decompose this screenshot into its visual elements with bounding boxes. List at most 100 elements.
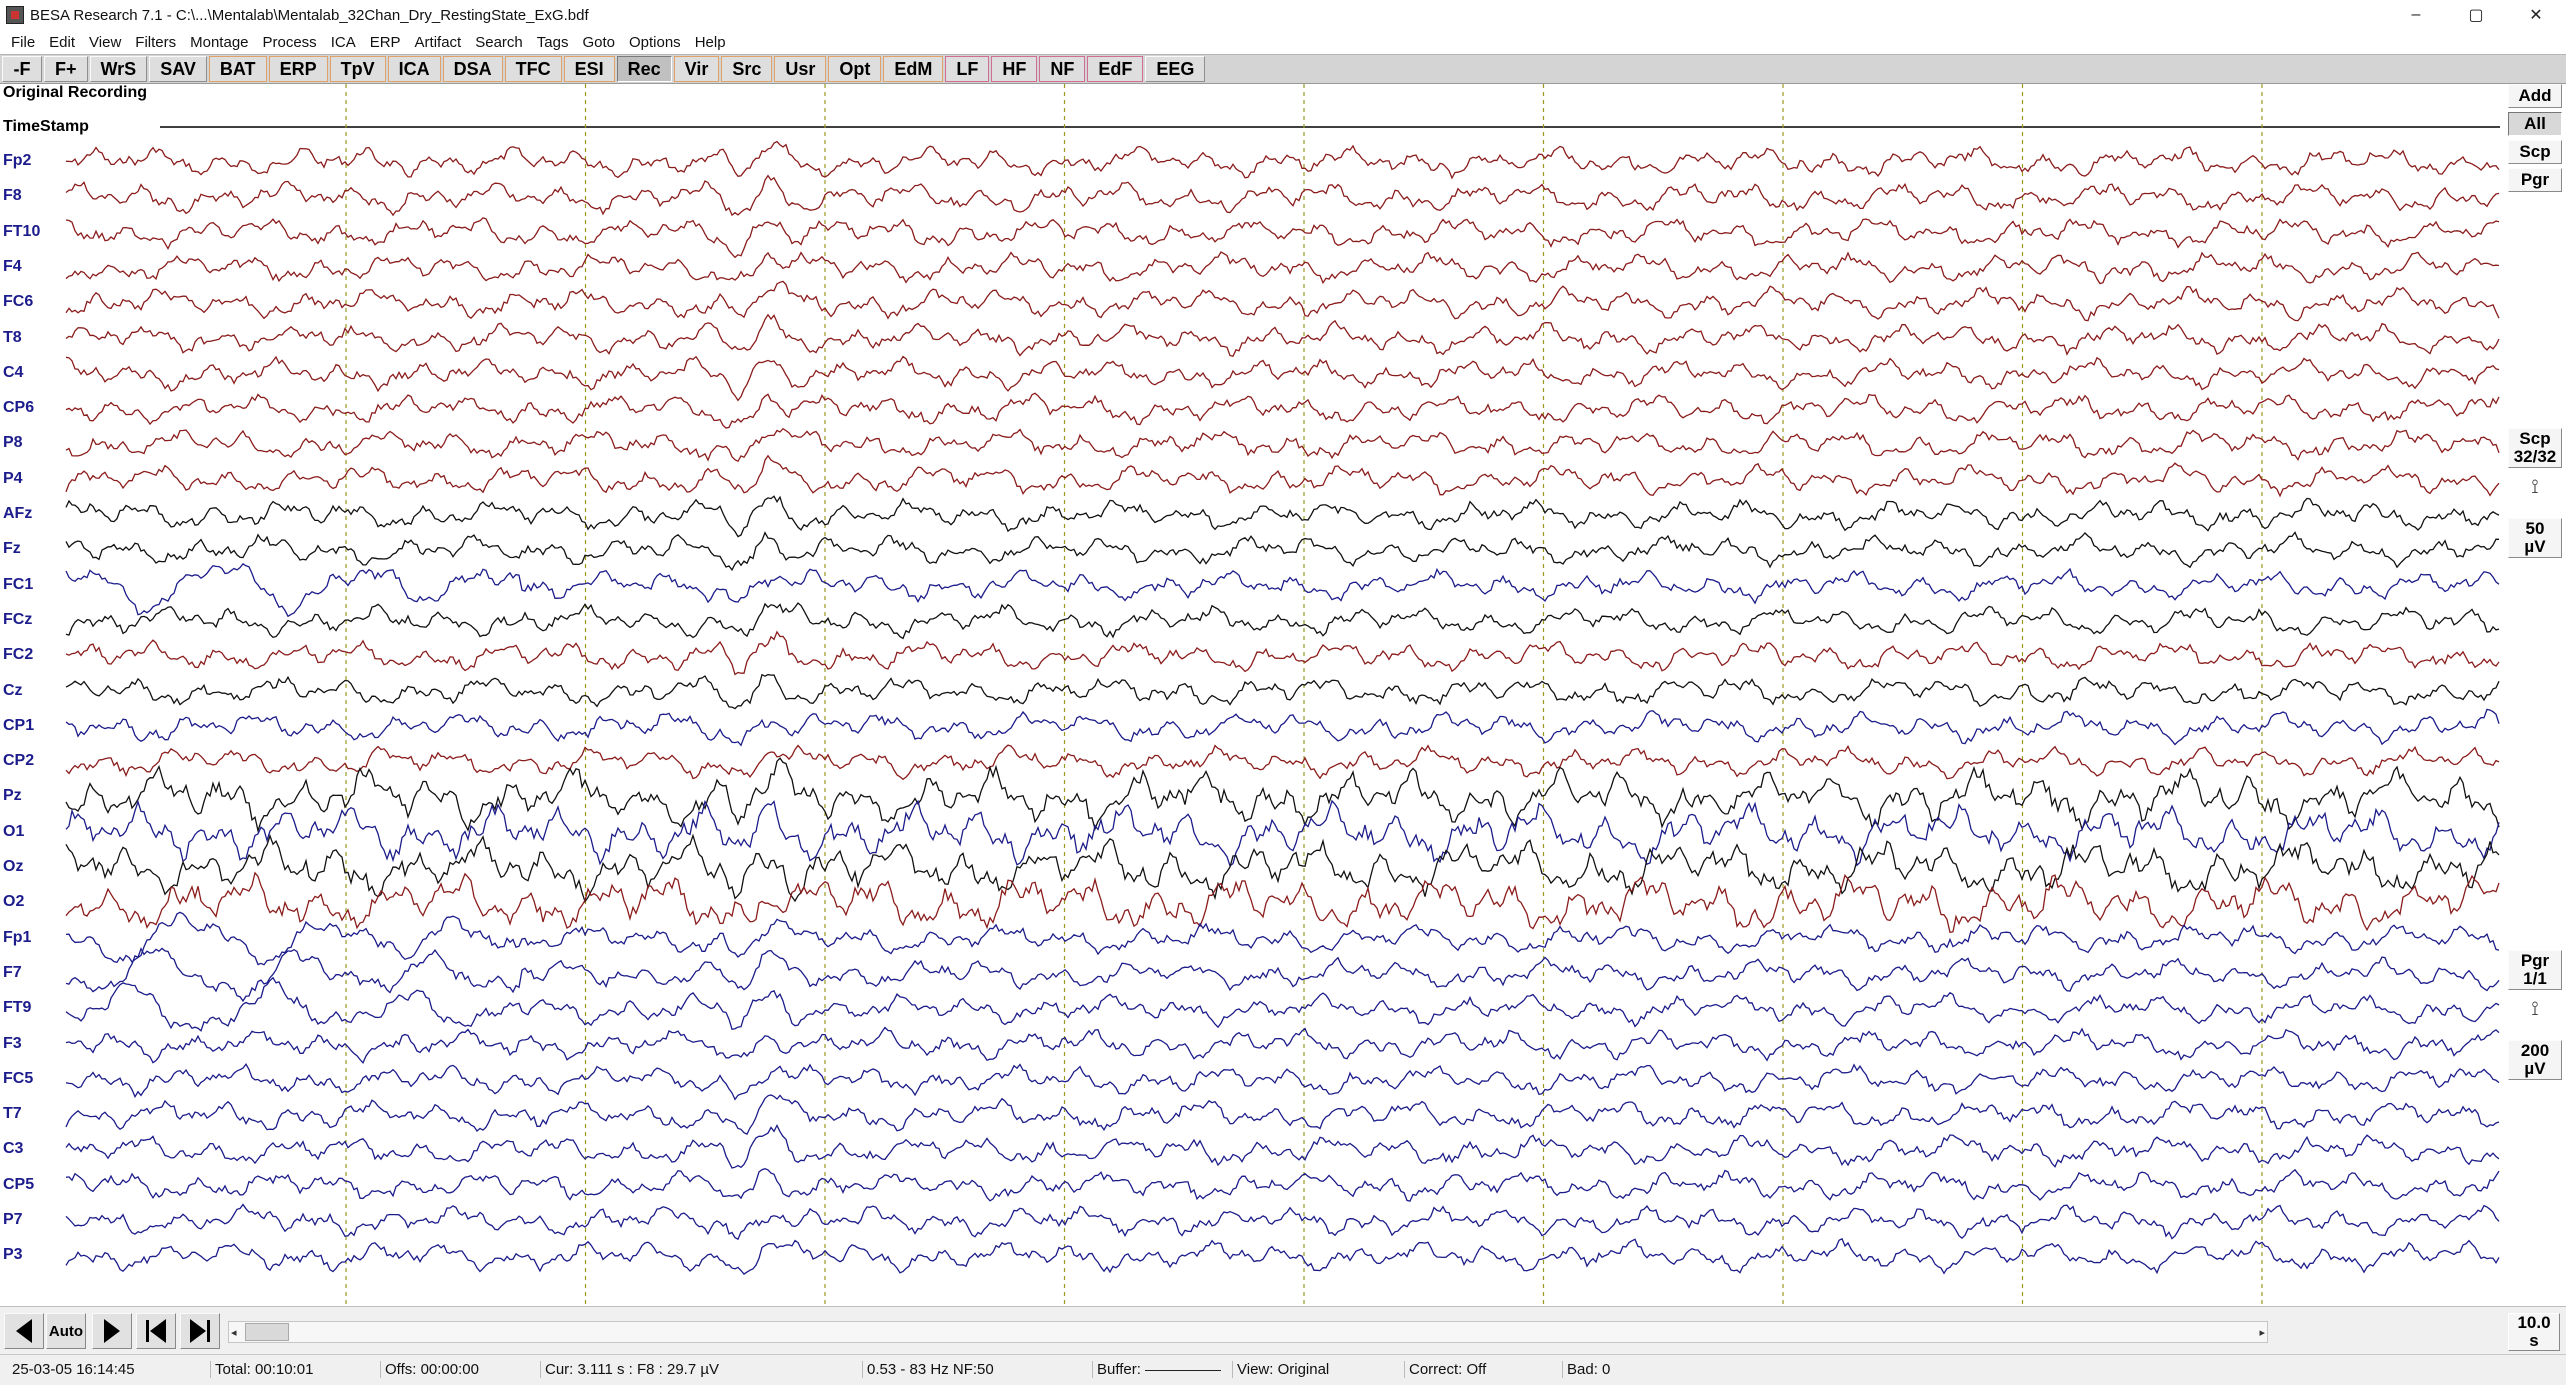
menu-montage[interactable]: Montage xyxy=(190,33,249,51)
channel-label-fp2[interactable]: Fp2 xyxy=(3,152,32,169)
channel-label-p7[interactable]: P7 xyxy=(3,1211,23,1228)
toolbar-edf-button[interactable]: EdF xyxy=(1087,56,1144,82)
minimize-button[interactable]: – xyxy=(2411,6,2421,23)
scroll-right-icon[interactable]: ▸ xyxy=(2259,1327,2265,1339)
toolbar-wrs-button[interactable]: WrS xyxy=(89,56,148,82)
eeg-trace-cp5 xyxy=(65,1168,2500,1202)
channel-label-f7[interactable]: F7 xyxy=(3,963,22,981)
menu-tags[interactable]: Tags xyxy=(536,33,569,51)
menu-help[interactable]: Help xyxy=(694,33,726,51)
navigation-bar: Auto ◂ ▸ 10.0 s xyxy=(0,1306,2566,1354)
pgr-button[interactable]: Pgr xyxy=(2508,168,2562,192)
close-button[interactable]: ✕ xyxy=(2529,7,2543,24)
channel-label-cz[interactable]: Cz xyxy=(3,681,23,699)
add-button[interactable]: Add xyxy=(2508,84,2562,108)
toolbar-opt-button[interactable]: Opt xyxy=(828,56,882,82)
channel-label-pz[interactable]: Pz xyxy=(3,787,22,805)
channel-label-cp5[interactable]: CP5 xyxy=(3,1175,35,1193)
auto-button[interactable]: Auto xyxy=(46,1313,86,1349)
step-bar-icon xyxy=(207,1320,210,1342)
channel-label-c4[interactable]: C4 xyxy=(3,363,24,381)
eeg-trace-fp1 xyxy=(65,911,2500,966)
eeg-trace-fc5 xyxy=(65,1063,2500,1101)
toolbar-erp-button[interactable]: ERP xyxy=(268,56,328,82)
toolbar-ica-button[interactable]: ICA xyxy=(387,56,441,82)
channel-label-f4[interactable]: F4 xyxy=(3,257,22,275)
step-back-button[interactable] xyxy=(136,1313,176,1349)
channel-label-f3[interactable]: F3 xyxy=(3,1034,22,1052)
toolbar-usr-button[interactable]: Usr xyxy=(774,56,827,82)
menu-edit[interactable]: Edit xyxy=(49,33,76,51)
pgr-scale-button[interactable]: 200 µV xyxy=(2508,1040,2562,1080)
toolbar-eeg-button[interactable]: EEG xyxy=(1145,56,1206,82)
scp-scale-button[interactable]: 50 µV xyxy=(2508,518,2562,558)
channel-label-ft10[interactable]: FT10 xyxy=(3,222,41,240)
menu-file[interactable]: File xyxy=(11,33,36,51)
toolbar-nf-button[interactable]: NF xyxy=(1039,56,1086,82)
channel-label-f8[interactable]: F8 xyxy=(3,187,22,205)
channel-label-c3[interactable]: C3 xyxy=(3,1140,24,1158)
toolbar-bat-button[interactable]: BAT xyxy=(208,56,267,82)
toolbar-f-button[interactable]: F+ xyxy=(44,56,88,82)
menu-view[interactable]: View xyxy=(89,33,122,51)
toolbar-esi-button[interactable]: ESI xyxy=(563,56,615,82)
channel-label-p4[interactable]: P4 xyxy=(3,469,23,487)
pgr-count-button[interactable]: Pgr 1/1 xyxy=(2508,950,2562,990)
play-backward-button[interactable] xyxy=(4,1313,44,1349)
maximize-button[interactable]: ▢ xyxy=(2468,7,2484,24)
scp-count-button[interactable]: Scp 32/32 xyxy=(2508,428,2562,468)
toolbar-vir-button[interactable]: Vir xyxy=(673,56,720,82)
channel-label-fz[interactable]: Fz xyxy=(3,540,21,558)
toolbar-lf-button[interactable]: LF xyxy=(945,56,990,82)
menu-erp[interactable]: ERP xyxy=(369,33,401,51)
scp-count-title: Scp xyxy=(2519,429,2551,449)
channel-label-p8[interactable]: P8 xyxy=(3,434,23,452)
scrollbar-thumb[interactable] xyxy=(245,1323,289,1341)
add-label: Add xyxy=(2518,86,2552,106)
channel-label-ft9[interactable]: FT9 xyxy=(3,999,32,1017)
toolbar-tfc-button[interactable]: TFC xyxy=(504,56,562,82)
channel-label-afz[interactable]: AFz xyxy=(3,505,33,522)
scroll-left-icon[interactable]: ◂ xyxy=(231,1327,237,1339)
all-button[interactable]: All xyxy=(2508,112,2562,136)
channel-label-fc1[interactable]: FC1 xyxy=(3,575,34,593)
toolbar-sav-button[interactable]: SAV xyxy=(149,56,207,82)
channel-label-fc5[interactable]: FC5 xyxy=(3,1069,34,1087)
step-forward-button[interactable] xyxy=(180,1313,220,1349)
toolbar-rec-button[interactable]: Rec xyxy=(616,56,672,82)
eeg-traces-canvas[interactable] xyxy=(0,84,2566,1306)
toolbar-edm-button[interactable]: EdM xyxy=(883,56,944,82)
menu-ica[interactable]: ICA xyxy=(330,33,356,51)
scp-button[interactable]: Scp xyxy=(2508,140,2562,164)
toolbar-dsa-button[interactable]: DSA xyxy=(442,56,503,82)
channel-label-cp1[interactable]: CP1 xyxy=(3,716,35,734)
play-forward-button[interactable] xyxy=(92,1313,132,1349)
menu-goto[interactable]: Goto xyxy=(582,33,615,51)
channel-label-t7[interactable]: T7 xyxy=(3,1105,22,1123)
menu-process[interactable]: Process xyxy=(262,33,317,51)
eeg-display[interactable]: Original Recording TimeStamp Fp2 F8 FT10 F4… xyxy=(0,84,2566,1306)
channel-label-o2[interactable]: O2 xyxy=(3,893,25,911)
menu-artifact[interactable]: Artifact xyxy=(414,33,462,51)
channel-label-fc6[interactable]: FC6 xyxy=(3,293,34,311)
channel-label-cp6[interactable]: CP6 xyxy=(3,399,35,417)
menu-search[interactable]: Search xyxy=(475,33,523,51)
channel-label-fcz[interactable]: FCz xyxy=(3,610,33,628)
menu-filters[interactable]: Filters xyxy=(135,33,177,51)
channel-label-cp2[interactable]: CP2 xyxy=(3,752,35,770)
eeg-trace-fc1 xyxy=(65,563,2500,618)
channel-label-fp1[interactable]: Fp1 xyxy=(3,928,32,946)
menu-options[interactable]: Options xyxy=(628,33,681,51)
channel-label-p3[interactable]: P3 xyxy=(3,1246,23,1264)
toolbar-hf-button[interactable]: HF xyxy=(991,56,1038,82)
channel-label-oz[interactable]: Oz xyxy=(3,858,24,875)
time-scrollbar[interactable]: ◂ ▸ xyxy=(228,1321,2268,1343)
eeg-trace-fc6 xyxy=(65,280,2500,322)
toolbar-src-button[interactable]: Src xyxy=(721,56,773,82)
channel-label-fc2[interactable]: FC2 xyxy=(3,646,34,664)
channel-label-o1[interactable]: O1 xyxy=(3,822,25,840)
toolbar-f-button[interactable]: -F xyxy=(2,56,42,82)
toolbar-tpv-button[interactable]: TpV xyxy=(329,56,386,82)
channel-label-t8[interactable]: T8 xyxy=(3,328,22,346)
page-length-button[interactable]: 10.0 s xyxy=(2508,1313,2560,1351)
